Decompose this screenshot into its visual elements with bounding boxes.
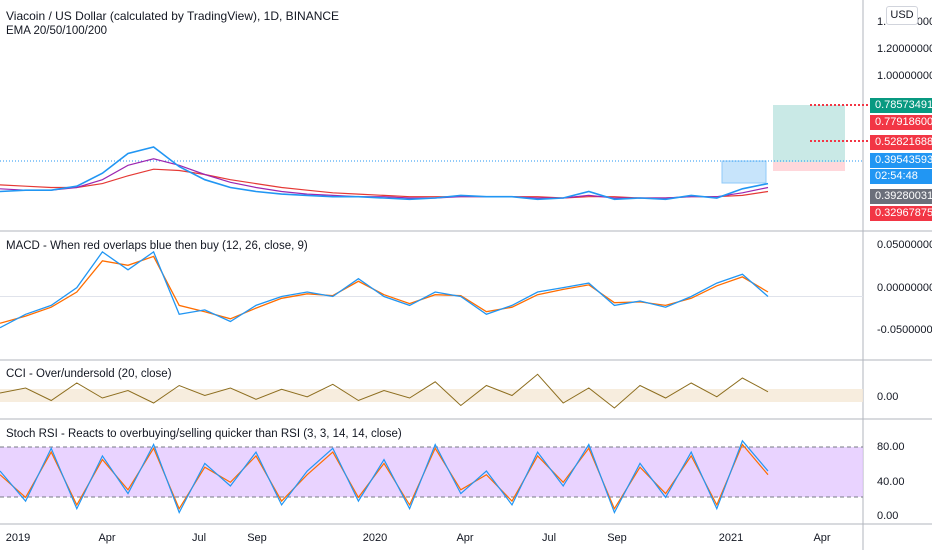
cci-plot: [0, 373, 769, 409]
long-position-stop-zone[interactable]: [773, 162, 845, 171]
y-tick-label: -0.05000000: [877, 324, 932, 336]
x-tick-label: Jul: [542, 532, 556, 544]
x-tick-label: Apr: [456, 532, 473, 544]
x-tick-label: Sep: [247, 532, 267, 544]
price-tag: 0.78573491: [870, 98, 932, 113]
stoch-rsi-plot: [0, 439, 769, 514]
y-tick-label: 40.00: [877, 476, 905, 488]
countdown-tag: 02:54:48: [870, 169, 932, 184]
price-tag: 0.52821688: [870, 135, 932, 150]
currency-button[interactable]: USD: [886, 6, 918, 25]
price-tag: 0.32967875: [870, 206, 932, 221]
ema-long-series: [0, 168, 769, 199]
y-tick-label: 0.00: [877, 510, 898, 522]
x-tick-label: Jul: [192, 532, 206, 544]
y-tick-label: 0.00: [877, 391, 898, 403]
x-tick-label: 2019: [6, 532, 30, 544]
x-tick-label: Apr: [98, 532, 115, 544]
ema-indicator-label[interactable]: EMA 20/50/100/200: [6, 25, 108, 37]
chart-title: Viacoin / US Dollar (calculated by Tradi…: [6, 9, 340, 23]
x-axis-labels: 2019 Apr Jul Sep 2020 Apr Jul Sep 2021 Apr: [6, 532, 831, 544]
cci-series: [0, 373, 769, 409]
stoch-rsi-indicator-label[interactable]: Stoch RSI - Reacts to overbuying/selling…: [6, 428, 402, 440]
y-tick-label: 0.05000000: [877, 239, 932, 251]
y-tick-label: 80.00: [877, 441, 905, 453]
x-tick-label: 2020: [363, 532, 387, 544]
signal-series: [0, 255, 769, 324]
price-series: [0, 146, 769, 201]
macd-indicator-label[interactable]: MACD - When red overlaps blue then buy (…: [6, 240, 308, 252]
main-price-plot: [0, 146, 769, 201]
y-axis-labels: 1.400000001.200000001.000000000.05000000…: [877, 16, 932, 522]
y-tick-label: 1.00000000: [877, 70, 932, 82]
stoch-d-series: [0, 443, 769, 511]
cci-indicator-label[interactable]: CCI - Over/undersold (20, close): [6, 368, 172, 380]
recent-range-box[interactable]: [721, 160, 767, 184]
y-tick-label: 0.00000000: [877, 282, 932, 294]
x-tick-label: Sep: [607, 532, 627, 544]
macd-plot: [0, 250, 863, 329]
y-tick-label: 1.20000000: [877, 43, 932, 55]
ema-short-series: [0, 158, 769, 199]
price-tag: 0.39543593: [870, 153, 932, 168]
price-tag: 0.77918600: [870, 115, 932, 130]
x-tick-label: 2021: [719, 532, 743, 544]
price-tag: 0.39280031: [870, 189, 932, 204]
long-position-profit-zone[interactable]: [773, 105, 845, 162]
x-tick-label: Apr: [813, 532, 830, 544]
stoch-k-series: [0, 439, 769, 514]
macd-series: [0, 250, 769, 329]
